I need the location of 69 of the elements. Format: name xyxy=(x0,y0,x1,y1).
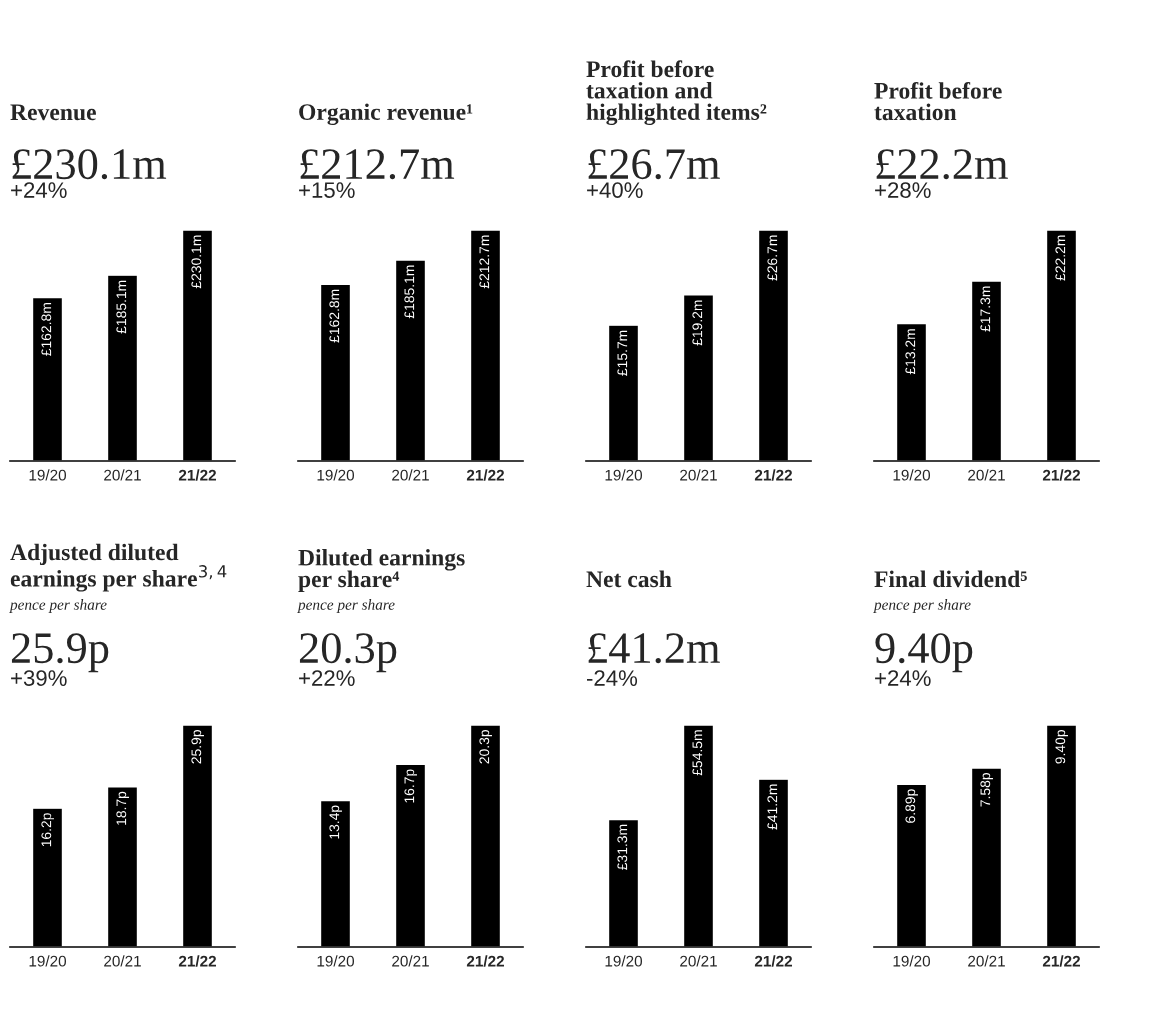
x-tick-label: 21/22 xyxy=(1042,955,1081,967)
x-tick-label: 19/20 xyxy=(29,955,67,967)
data-label: 6.89p xyxy=(905,789,918,823)
x-tick-label: 20/21 xyxy=(680,469,717,481)
chart-subtitle: pence per share xyxy=(873,599,971,613)
x-tick-label: 19/20 xyxy=(317,469,355,481)
text: +40% xyxy=(587,182,643,198)
chart-title: Final dividend⁵ xyxy=(874,570,1027,588)
x-tick-label: 21/22 xyxy=(466,955,505,967)
data-label: £185.1m xyxy=(116,280,127,334)
data-label: 13.4p xyxy=(329,805,342,839)
x-tick-label: 20/21 xyxy=(968,955,1005,967)
text: +15% xyxy=(299,182,355,198)
x-tick-label: 21/22 xyxy=(754,955,793,967)
x-tick-label: 20/21 xyxy=(104,469,141,481)
chart-title: Organic revenue¹ xyxy=(299,103,473,125)
x-tick-label: 19/20 xyxy=(893,955,931,967)
data-label: £162.8m xyxy=(329,289,340,343)
x-tick-label: 20/21 xyxy=(968,469,1005,481)
data-label: £41.2m xyxy=(767,784,778,830)
data-label: 20.3p xyxy=(479,730,492,764)
data-label: £212.7m xyxy=(479,235,490,289)
x-tick-label: 21/22 xyxy=(466,469,505,481)
data-label: £162.8m xyxy=(41,303,52,356)
x-tick-label: 20/21 xyxy=(104,955,141,967)
x-tick-label: 19/20 xyxy=(605,469,643,481)
x-tick-label: 19/20 xyxy=(317,955,355,967)
text: £26.7m xyxy=(588,149,720,180)
chart-title: Profit before taxation and highlighted items² xyxy=(586,60,767,125)
chart-subtitle: pence per share xyxy=(9,599,107,613)
data-label: £230.1m xyxy=(191,235,202,289)
data-label: 7.58p xyxy=(980,773,993,807)
x-tick-label: 20/21 xyxy=(392,469,429,481)
x-tick-label: 21/22 xyxy=(754,469,793,481)
data-label: £31.3m xyxy=(617,824,628,870)
text: £230.1m xyxy=(12,149,167,180)
text: £212.7m xyxy=(300,149,455,180)
x-tick-label: 19/20 xyxy=(893,469,931,481)
text: +24% xyxy=(11,182,67,198)
text: +28% xyxy=(875,182,931,198)
chart-title: Profit before taxation xyxy=(874,81,1002,121)
data-label: 16.2p xyxy=(41,813,54,847)
chart-title: Net cash xyxy=(586,570,672,588)
data-label: £13.2m xyxy=(905,329,916,375)
text: £41.2m xyxy=(588,633,720,664)
x-tick-label: 20/21 xyxy=(680,955,717,967)
chart-title: Revenue xyxy=(10,104,96,121)
chart-subtitle: pence per share xyxy=(297,599,395,613)
text: -24% xyxy=(586,670,638,686)
x-tick-label: 21/22 xyxy=(178,955,217,967)
data-label: 16.7p xyxy=(404,769,417,803)
data-label: 9.40p xyxy=(1055,730,1068,764)
x-tick-label: 19/20 xyxy=(29,469,67,481)
chart-title: Diluted earnings per share⁴ xyxy=(298,548,465,592)
x-tick-label: 19/20 xyxy=(605,955,643,967)
data-label: £15.7m xyxy=(617,330,628,376)
data-label: 25.9p xyxy=(191,730,204,764)
data-label: £185.1m xyxy=(404,265,415,319)
text: £22.2m xyxy=(876,149,1008,180)
x-tick-label: 21/22 xyxy=(178,469,217,481)
data-label: £19.2m xyxy=(692,300,703,346)
x-tick-label: 21/22 xyxy=(1042,469,1081,481)
data-label: £22.2m xyxy=(1055,235,1066,281)
data-label: £54.5m xyxy=(692,730,703,776)
data-label: £26.7m xyxy=(767,235,778,281)
data-label: £17.3m xyxy=(980,286,991,332)
x-tick-label: 20/21 xyxy=(392,955,429,967)
chart-title: Adjusted diluted earnings per share$^{3,4}$ xyxy=(10,543,227,592)
data-label: 18.7p xyxy=(116,791,129,825)
